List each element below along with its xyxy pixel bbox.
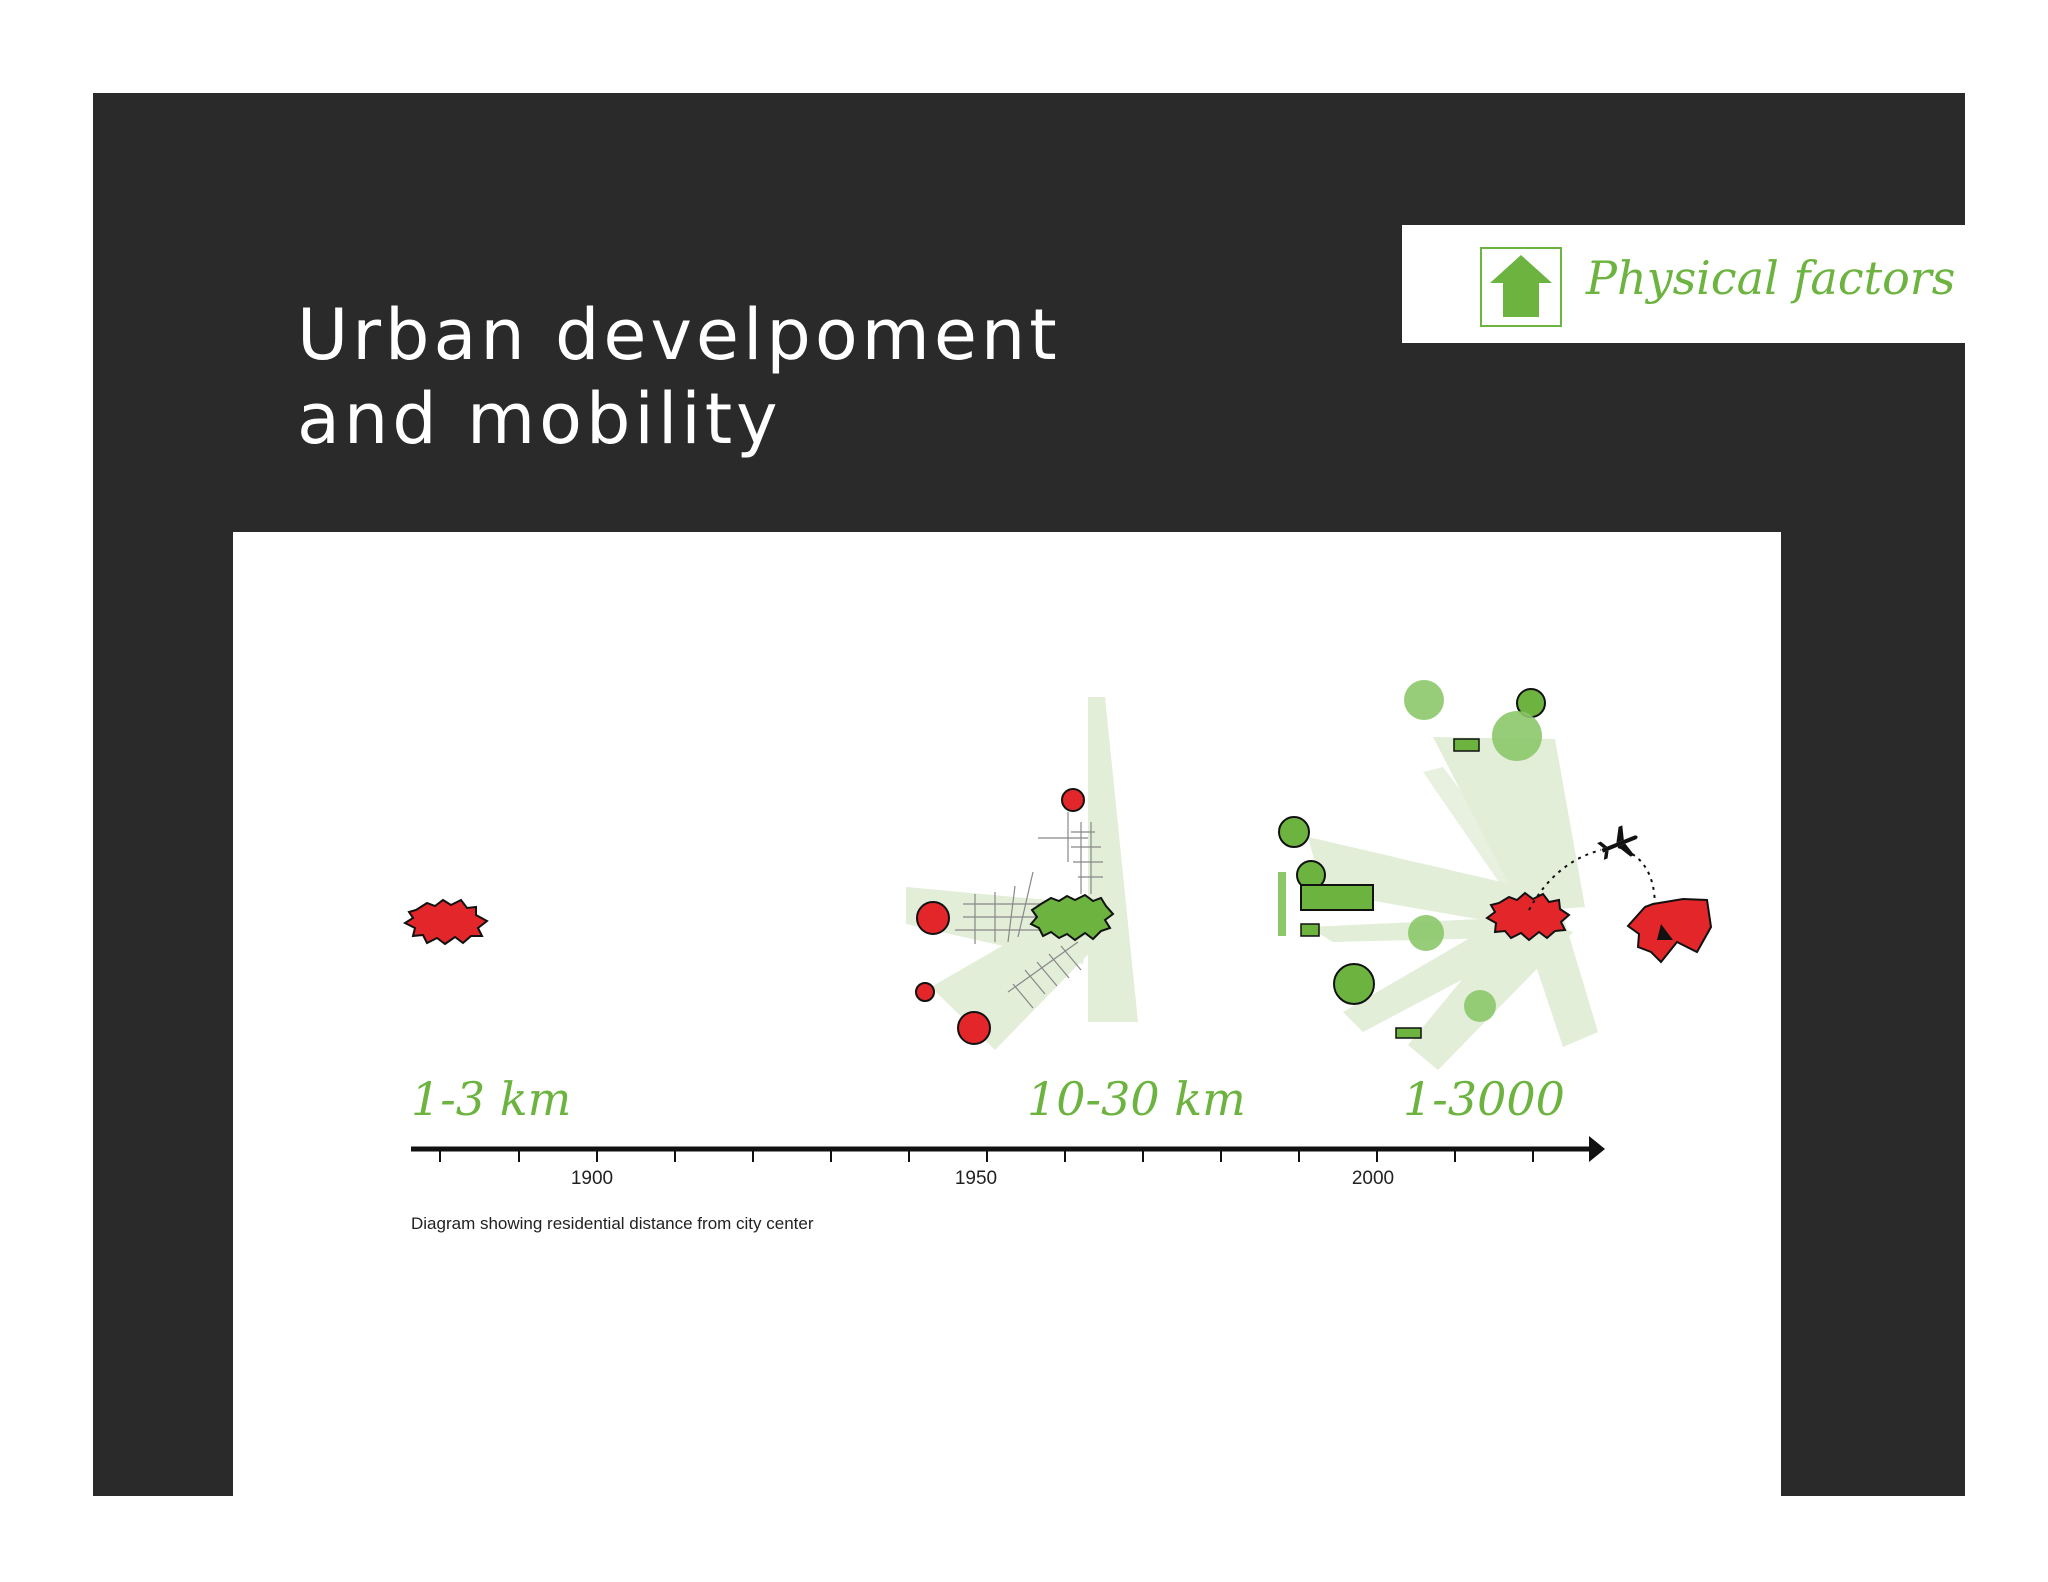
slide-title: Urban develpoment and mobility — [297, 293, 1061, 461]
green-rect — [1453, 738, 1480, 752]
year-label-2000: 2000 — [1351, 1168, 1395, 1189]
pale-green-circle — [1404, 680, 1444, 720]
arrow-head — [1657, 924, 1673, 940]
house-arrow-icon — [1480, 247, 1562, 327]
year-label-1900: 1900 — [570, 1168, 614, 1189]
influence-zone — [1433, 737, 1585, 912]
cluster-2000 — [1278, 680, 1713, 1070]
green-rect — [1300, 923, 1320, 937]
airplane-icon — [1597, 825, 1638, 860]
year-label-1950: 1950 — [954, 1168, 998, 1189]
influence-zone — [1343, 907, 1543, 1032]
pale-green-circle — [1492, 711, 1542, 761]
distance-label-1900: 1-3 km — [411, 1072, 572, 1126]
diagram-panel: 1-3 km 10-30 km 1-3000 1900 1950 2000 Di… — [233, 532, 1781, 1496]
influence-zone — [1088, 697, 1138, 1022]
red-circle — [957, 1011, 991, 1045]
flight-path — [1528, 849, 1602, 911]
red-circle — [1061, 788, 1085, 812]
green-circle — [1278, 816, 1310, 848]
city-center-red — [402, 898, 489, 946]
distance-label-2000: 1-3000 — [1403, 1072, 1565, 1126]
distance-label-1950: 10-30 km — [1027, 1072, 1246, 1126]
slide-title-line-1: Urban develpoment — [297, 294, 1061, 376]
red-circle — [915, 982, 935, 1002]
pale-green-circle — [1408, 915, 1444, 951]
physical-factors-badge: Physical factors — [1402, 225, 2022, 343]
cluster-1950 — [906, 697, 1138, 1050]
green-circle — [1333, 963, 1375, 1005]
green-rect — [1300, 884, 1374, 911]
diagram-caption: Diagram showing residential distance fro… — [411, 1214, 814, 1233]
influence-zone — [1308, 837, 1523, 927]
street-grid — [955, 812, 1103, 1009]
mobility-diagram — [402, 680, 1713, 1162]
timeline-axis — [411, 1136, 1605, 1162]
remote-city-red — [1626, 897, 1713, 964]
timeline-ticks — [439, 1149, 1534, 1162]
influence-zone — [1423, 767, 1553, 917]
red-circle — [916, 901, 950, 935]
pale-green-bar — [1278, 872, 1286, 936]
badge-label: Physical factors — [1586, 251, 1956, 305]
green-rect — [1395, 1027, 1422, 1039]
pale-green-circle — [1464, 990, 1496, 1022]
slide-title-line-2: and mobility — [297, 378, 782, 460]
city-center-red — [1485, 891, 1571, 942]
city-center-green — [1029, 893, 1115, 942]
